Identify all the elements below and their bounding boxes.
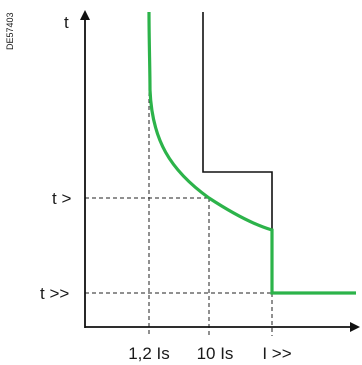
figure-reference: DE57403 [5, 12, 15, 50]
dashed-guides [85, 78, 273, 336]
definite-time-step-line [202, 12, 273, 293]
y-level-t-greater: t > [52, 189, 71, 208]
x-label-i-high: I >> [262, 344, 291, 363]
y-level-t-much-greater: t >> [40, 284, 69, 303]
x-label-1-2-is: 1,2 Is [128, 344, 170, 363]
y-axis-label: t [64, 13, 69, 32]
inverse-time-curve [147, 11, 356, 295]
x-label-10-is: 10 Is [197, 344, 234, 363]
